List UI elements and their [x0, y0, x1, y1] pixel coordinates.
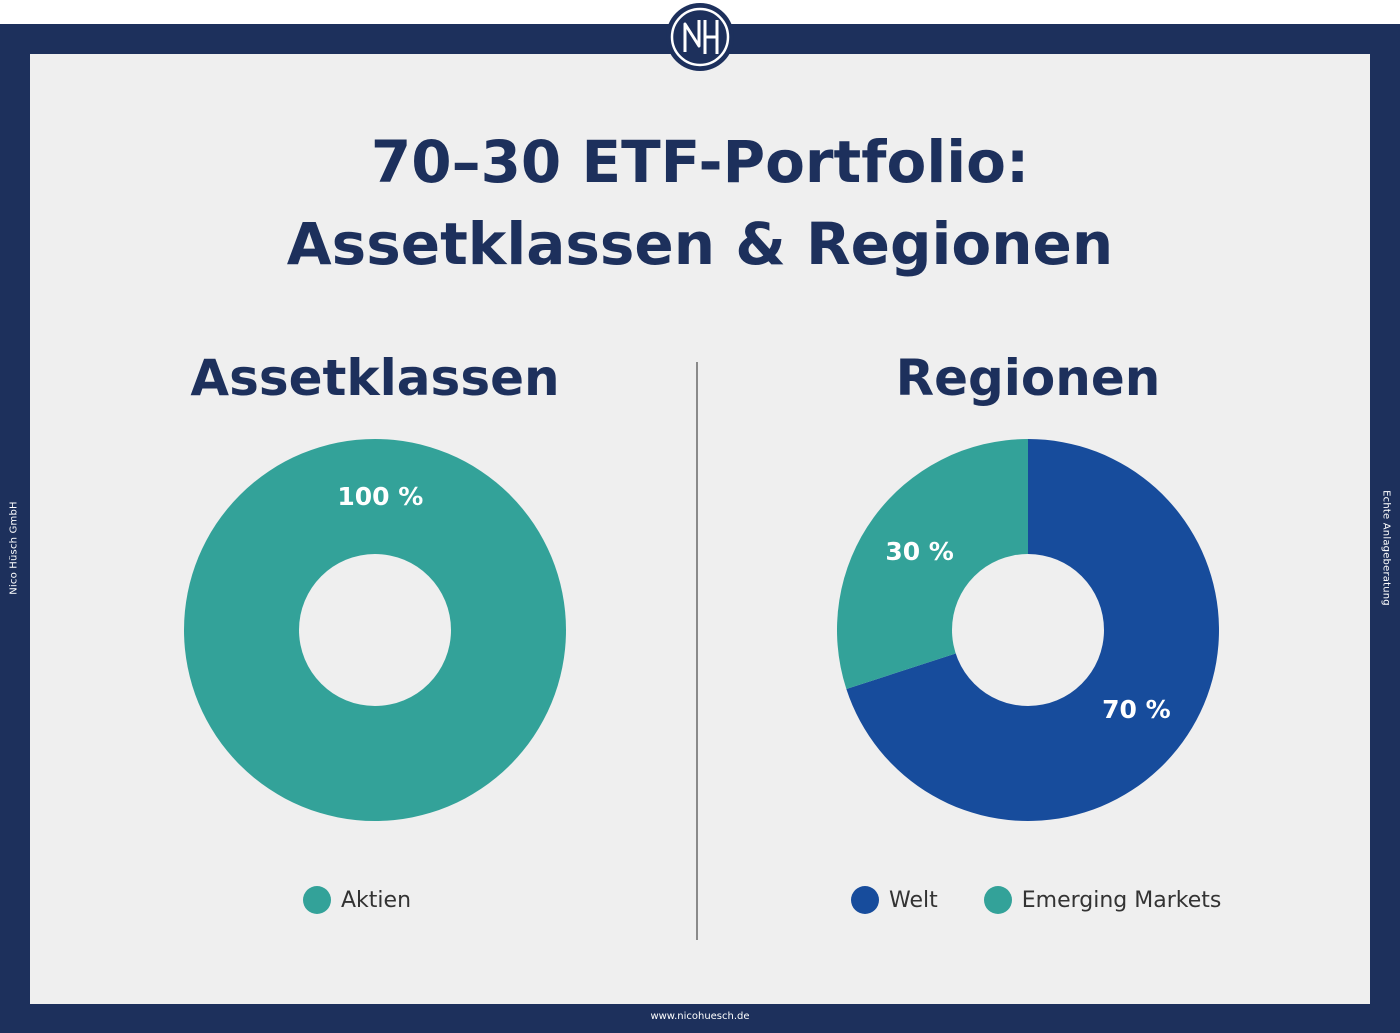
value-label-welt: 70 % — [1102, 695, 1171, 724]
legend-swatch-emerging-markets — [983, 886, 1012, 914]
section-divider — [696, 362, 698, 940]
legend-label-emerging-markets: Emerging Markets — [1021, 887, 1222, 913]
value-label-aktien: 100 % — [337, 482, 423, 511]
nh-monogram-logo — [666, 3, 734, 71]
donut-hole-regionen — [952, 554, 1104, 706]
legend-label-aktien: Aktien — [341, 887, 412, 913]
page-title-line-1: 70–30 ETF-Portfolio: — [370, 128, 1030, 196]
legend-swatch-aktien — [303, 886, 331, 914]
chart-title-assetklassen: Assetklassen — [190, 349, 560, 407]
legend-assetklassen: Aktien — [303, 884, 411, 916]
legend-swatch-welt — [851, 886, 879, 914]
legend-item-emerging-markets: Emerging Markets — [983, 886, 1222, 914]
value-label-emerging-markets: 30 % — [885, 537, 954, 566]
legend-label-welt: Welt — [889, 887, 938, 913]
legend-item-aktien: Aktien — [303, 886, 411, 914]
legend-regionen: Welt Emerging Markets — [851, 884, 1221, 916]
footer-url: www.nicohuesch.de — [650, 1011, 750, 1022]
page-title-line-2: Assetklassen & Regionen — [286, 210, 1114, 278]
chart-title-regionen: Regionen — [895, 349, 1161, 407]
legend-item-welt: Welt — [851, 886, 938, 914]
donut-hole-assetklassen — [299, 554, 451, 706]
